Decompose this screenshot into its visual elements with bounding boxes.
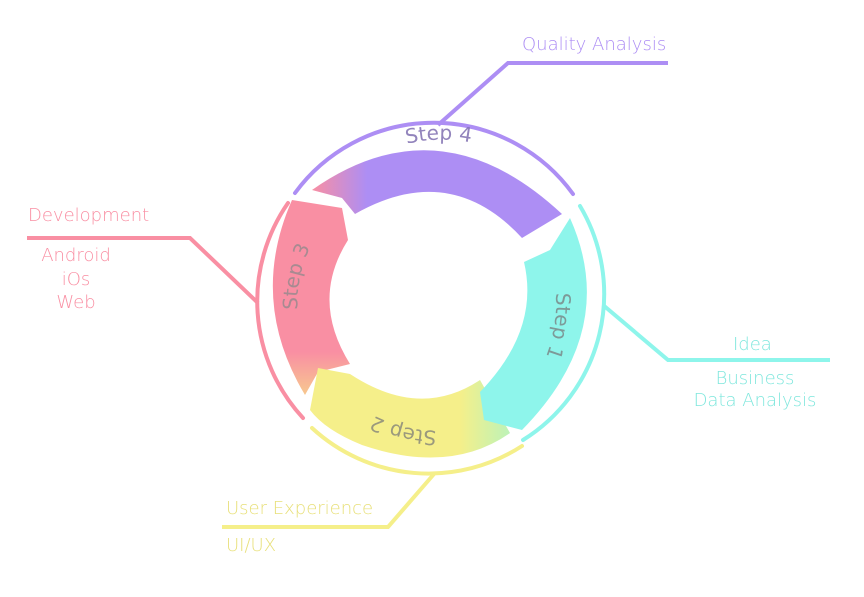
outer-ring-step3 [255, 201, 305, 420]
connector-ux [222, 472, 436, 529]
connector-quality [436, 61, 668, 127]
quality-analysis-title: Quality Analysis [522, 34, 667, 55]
connector-idea [601, 303, 830, 362]
idea-item-data-analysis: Data Analysis [693, 390, 817, 411]
outer-ring-step2 [310, 426, 524, 476]
development-title: Development [28, 205, 150, 226]
step-4-arrow [312, 150, 562, 238]
step-3-arrow [272, 200, 350, 395]
step-1-arrow [480, 218, 587, 430]
step-2-arrow [310, 368, 510, 458]
idea-title: Idea [733, 334, 772, 355]
ux-item-ui-ux: UI/UX [226, 535, 277, 556]
development-item-android: Android [41, 245, 111, 266]
connector-development [27, 236, 260, 305]
development-item-web: Web [56, 292, 96, 313]
outer-ring-step1 [521, 204, 607, 442]
outer-ring-step4 [293, 120, 575, 196]
idea-item-business: Business [715, 368, 795, 389]
user-experience-title: User Experience [226, 498, 374, 519]
development-item-ios: iOs [61, 269, 91, 290]
